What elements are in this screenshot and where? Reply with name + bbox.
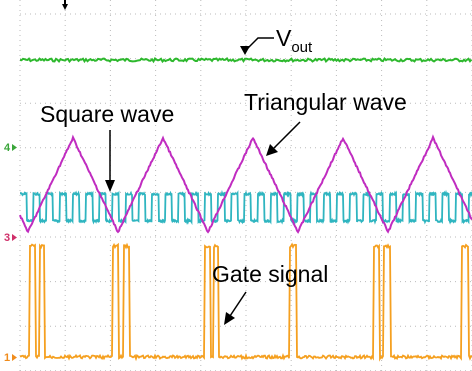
triangular-wave-label: Triangular wave: [244, 89, 407, 115]
vout-sub: out: [291, 39, 313, 56]
channel-label: 4: [4, 142, 11, 154]
square-wave-label: Square wave: [40, 101, 174, 127]
vout-main: V: [276, 25, 292, 51]
channel-label: 3: [4, 232, 10, 244]
oscilloscope-screen: 4 3 1 Vout Square wave Triangular wave G…: [0, 0, 472, 371]
channel-label: 1: [4, 352, 10, 364]
background: [0, 0, 472, 371]
gate-signal-label: Gate signal: [212, 261, 328, 287]
